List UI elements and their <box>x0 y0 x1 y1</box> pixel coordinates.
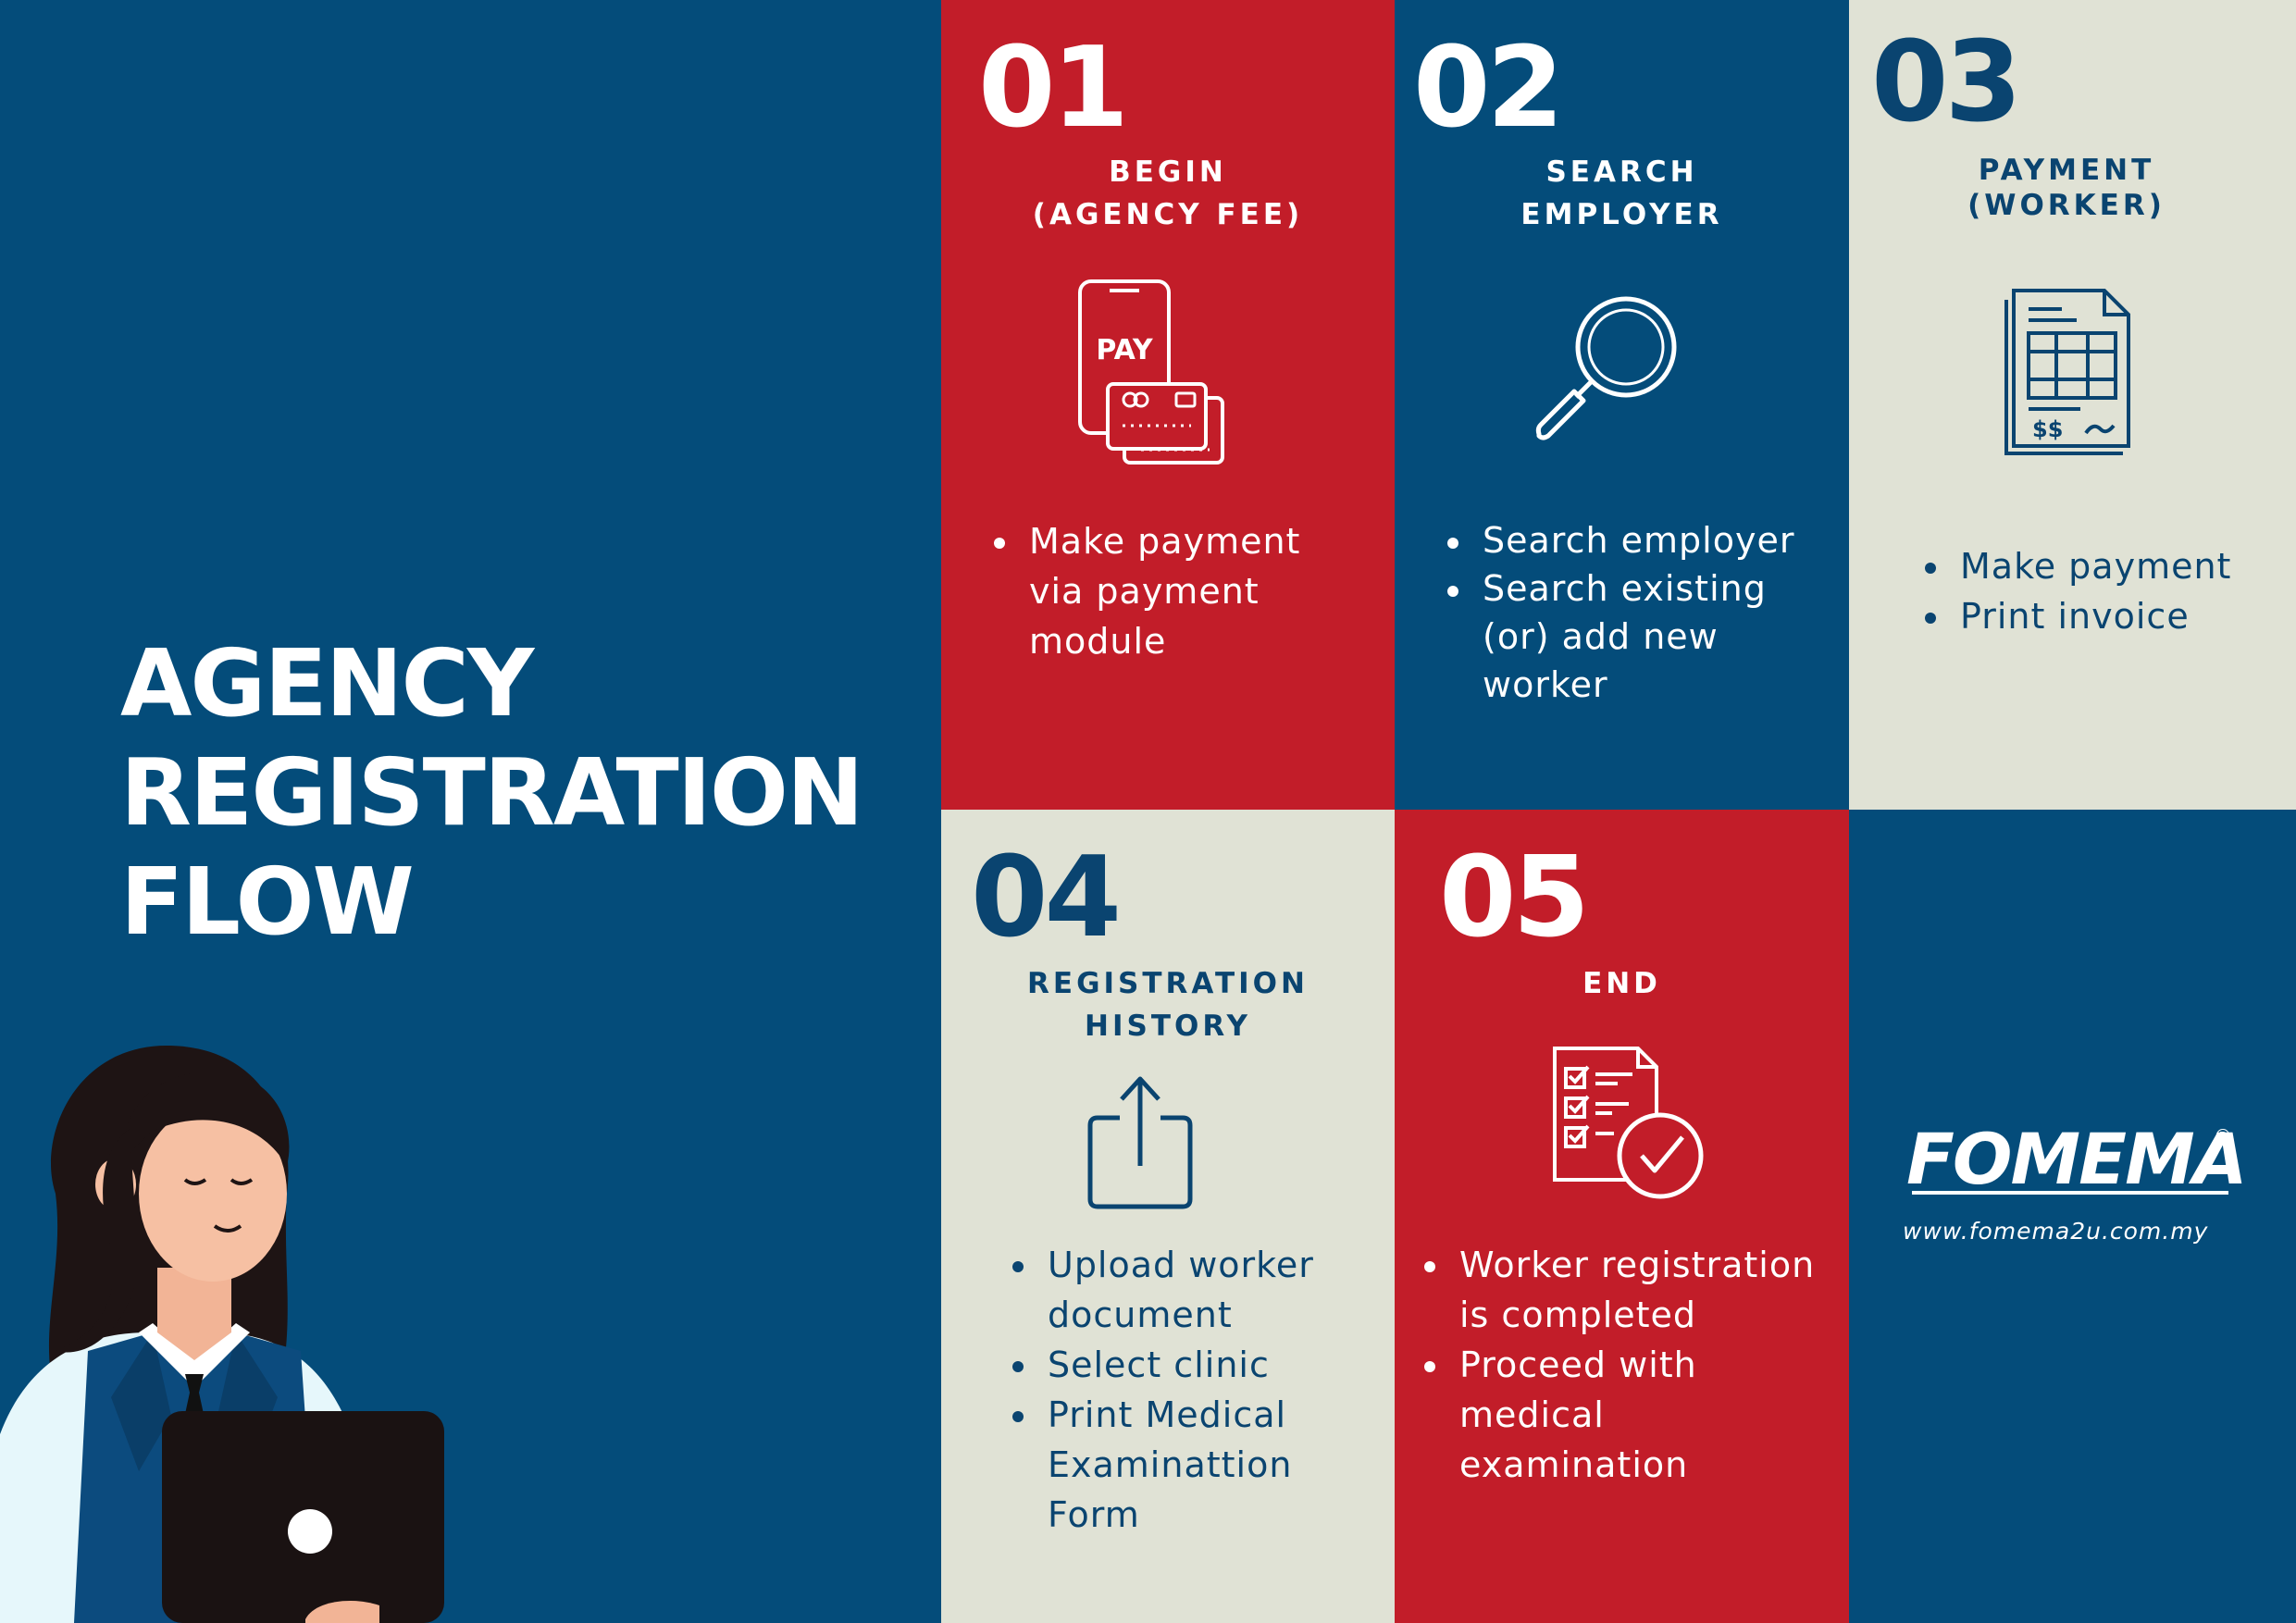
svg-text:PAY: PAY <box>1096 334 1154 366</box>
list-item: Make payment <box>1923 541 2231 591</box>
step-number: 01 <box>978 24 1129 153</box>
step-number: 04 <box>971 834 1122 962</box>
list-item-continued: Examinattion <box>1048 1444 1293 1485</box>
step-04-panel: 04 REGISTRATION HISTORY Upload worker do… <box>941 810 1395 1623</box>
step-title: BEGIN (AGENCY FEE) <box>1032 155 1304 231</box>
registered-mark: ® <box>2214 1125 2232 1147</box>
invoice-icon: $$ <box>2004 289 2130 455</box>
list-item-continued: Form <box>1048 1494 1140 1535</box>
page-title: AGENCY REGISTRATION FLOW <box>120 629 864 957</box>
logo-underline <box>1912 1191 2228 1195</box>
list-item: Print Medical <box>1011 1390 1314 1440</box>
step-01-items: Make payment via payment module <box>992 516 1300 666</box>
title-line-2: REGISTRATION <box>120 738 864 847</box>
step-03-panel: 03 PAYMENT (WORKER) $$ Make payment Prin… <box>1849 0 2296 810</box>
fomema-logo: FOMEMA <box>1906 1118 2248 1200</box>
upload-icon <box>1087 1076 1193 1209</box>
list-item-continued: (or) add new <box>1483 616 1719 657</box>
step-title: REGISTRATION HISTORY <box>1027 967 1309 1043</box>
pay-phone-card-icon: PAY <box>1078 279 1224 465</box>
list-item: Proceed with <box>1422 1340 1815 1390</box>
list-item: Worker registration <box>1422 1240 1815 1290</box>
step-05-items: Worker registration is completed Proceed… <box>1422 1240 1815 1490</box>
list-item: Search employer <box>1446 516 1794 564</box>
step-title: END <box>1582 967 1661 1000</box>
step-02-panel: 02 SEARCH EMPLOYER Search employer Searc… <box>1395 0 1849 810</box>
title-line-3: FLOW <box>120 848 415 956</box>
step-02-items: Search employer Search existing (or) add… <box>1446 516 1794 709</box>
step-04-items: Upload worker document Select clinic Pri… <box>1011 1240 1314 1540</box>
magnifier-icon <box>1535 296 1677 440</box>
list-item-continued: document <box>1048 1295 1233 1335</box>
list-item-continued: module <box>1029 621 1167 662</box>
step-title: SEARCH EMPLOYER <box>1520 155 1723 231</box>
step-number: 03 <box>1871 19 2022 147</box>
list-item-continued: via payment <box>1029 571 1260 612</box>
svg-text:$$: $$ <box>2032 416 2063 442</box>
step-01-panel: 01 BEGIN (AGENCY FEE) PAY Make payment v… <box>941 0 1395 810</box>
step-number: 02 <box>1413 24 1564 153</box>
step-05-panel: 05 END Worker registration is completed … <box>1395 810 1849 1623</box>
title-line-1: AGENCY <box>120 629 534 737</box>
website-url: www.fomema2u.com.my <box>1903 1218 2209 1245</box>
woman-with-laptop-illustration <box>0 1046 444 1623</box>
list-item-continued: worker <box>1483 664 1608 705</box>
list-item: Make payment <box>992 516 1300 566</box>
list-item-continued: medical <box>1459 1394 1605 1435</box>
list-item: Select clinic <box>1011 1340 1314 1390</box>
list-item: Upload worker <box>1011 1240 1314 1290</box>
list-item-continued: examination <box>1459 1444 1689 1485</box>
step-title: PAYMENT (WORKER) <box>1967 154 2166 222</box>
list-item: Search existing <box>1446 564 1794 613</box>
checklist-icon <box>1553 1047 1704 1199</box>
step-number: 05 <box>1439 834 1590 962</box>
step-03-items: Make payment Print invoice <box>1923 541 2231 641</box>
list-item: Print invoice <box>1923 591 2231 641</box>
list-item-continued: is completed <box>1459 1295 1697 1335</box>
